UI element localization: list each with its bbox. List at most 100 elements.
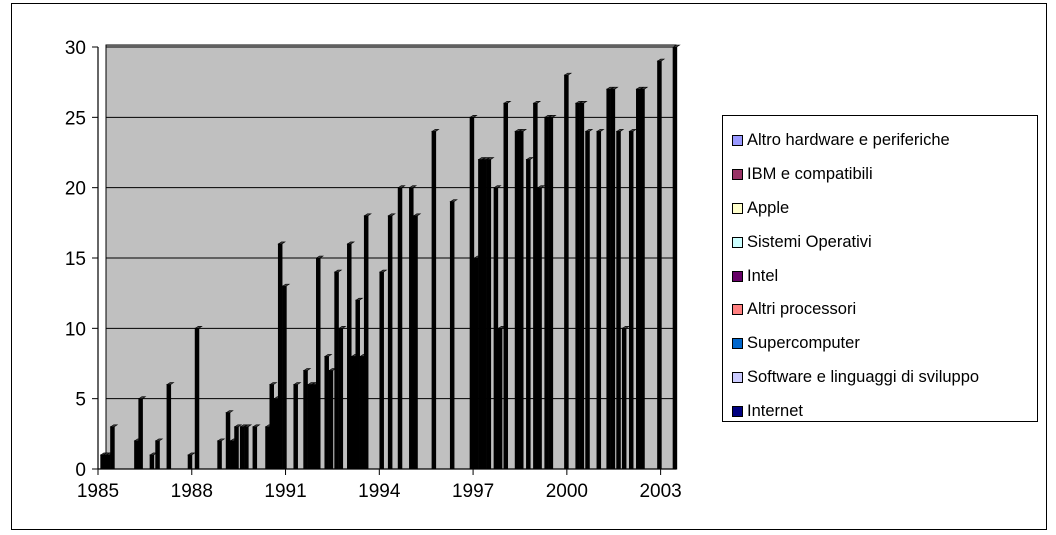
bar (640, 88, 645, 470)
bar (166, 384, 172, 470)
legend-swatch (732, 202, 743, 214)
x-tick-label: 1994 (358, 481, 401, 502)
bars (99, 44, 681, 470)
bar (187, 454, 193, 470)
bar (537, 187, 542, 470)
bar (533, 102, 538, 470)
bar (239, 426, 245, 470)
x-tick-label: 1988 (171, 481, 213, 502)
bar-top (194, 326, 203, 329)
bar-top (243, 424, 253, 428)
bar-top (397, 185, 406, 188)
bar (234, 426, 239, 470)
bar (606, 88, 611, 470)
legend-label: Supercomputer (747, 334, 860, 353)
bar-top (605, 86, 615, 90)
bar (621, 327, 627, 470)
bar (134, 440, 139, 470)
bar (478, 159, 483, 470)
bar (265, 426, 270, 470)
bar (338, 327, 344, 470)
bar (616, 130, 621, 470)
bar (324, 355, 329, 470)
bar-top (503, 100, 512, 104)
bar (138, 398, 143, 470)
bar (303, 370, 308, 470)
y-tick-label: 0 (75, 460, 86, 481)
bar-top (469, 115, 478, 118)
bar-top (449, 199, 458, 203)
bar (596, 130, 602, 470)
bar-top (307, 382, 316, 385)
bar-top (239, 424, 248, 428)
bar (575, 102, 580, 470)
bar (493, 187, 499, 470)
x-tick-label: 2003 (639, 481, 681, 502)
bar (307, 384, 313, 470)
bar-top (315, 255, 325, 259)
bar (311, 384, 317, 470)
legend-swatch (732, 371, 743, 383)
bar (110, 426, 115, 470)
legend-item: Internet (732, 394, 1037, 428)
legend-item: IBM e compatibili (732, 158, 1037, 192)
bar-top (672, 44, 681, 48)
bar (413, 215, 418, 470)
legend-swatch (732, 304, 743, 316)
bar (316, 257, 321, 470)
bar (469, 116, 475, 470)
legend-item: Altri processori (732, 293, 1037, 327)
bar (449, 201, 455, 470)
bar-top (493, 185, 502, 188)
bar-top (574, 100, 584, 104)
bar-top (292, 382, 302, 385)
bar (252, 426, 258, 470)
bar-top (610, 86, 619, 90)
y-tick-label: 5 (75, 390, 86, 411)
bar (473, 257, 479, 470)
legend-swatch (732, 338, 743, 350)
bar (269, 384, 274, 470)
legend-item: Supercomputer (732, 327, 1037, 361)
bar (610, 88, 616, 470)
bar (225, 412, 231, 470)
bar-top (486, 157, 495, 160)
legend-swatch (732, 135, 743, 147)
x-tick-label: 1985 (77, 481, 119, 502)
bar (519, 130, 524, 470)
bar (155, 440, 160, 470)
legend-label: IBM e compatibili (747, 165, 873, 184)
y-tick-label: 20 (65, 179, 86, 200)
bar-top (154, 438, 164, 442)
bar-top (628, 129, 637, 132)
bar-top (477, 157, 487, 160)
bar-top (363, 213, 372, 217)
bar-top (225, 410, 234, 414)
bar (363, 215, 369, 470)
legend-swatch (732, 405, 743, 417)
legend-item: Software e linguaggi di sviluppo (732, 361, 1037, 395)
bar-top (378, 269, 388, 273)
bar (351, 355, 356, 470)
legend-label: Apple (747, 198, 790, 217)
bar-top (536, 185, 546, 188)
bar-top (333, 269, 343, 273)
y-tick-label: 25 (65, 108, 86, 129)
bar (273, 398, 279, 470)
bar-top (109, 424, 119, 428)
bar-top (137, 396, 147, 399)
bar (105, 454, 111, 470)
bar-top (579, 100, 588, 104)
bar (149, 454, 155, 470)
bar-top (621, 326, 630, 329)
bar-top (518, 129, 528, 132)
bar-top (338, 326, 347, 329)
bar (409, 187, 414, 470)
bar-top (187, 452, 196, 456)
bar-top (584, 129, 594, 132)
bar (544, 116, 549, 470)
bar-top (563, 72, 573, 76)
bar (579, 102, 585, 470)
bar (282, 285, 287, 470)
